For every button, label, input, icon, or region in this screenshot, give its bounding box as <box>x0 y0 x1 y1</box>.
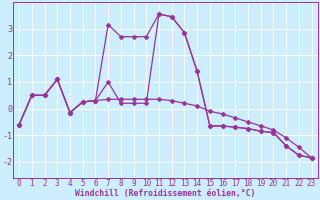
X-axis label: Windchill (Refroidissement éolien,°C): Windchill (Refroidissement éolien,°C) <box>75 189 256 198</box>
